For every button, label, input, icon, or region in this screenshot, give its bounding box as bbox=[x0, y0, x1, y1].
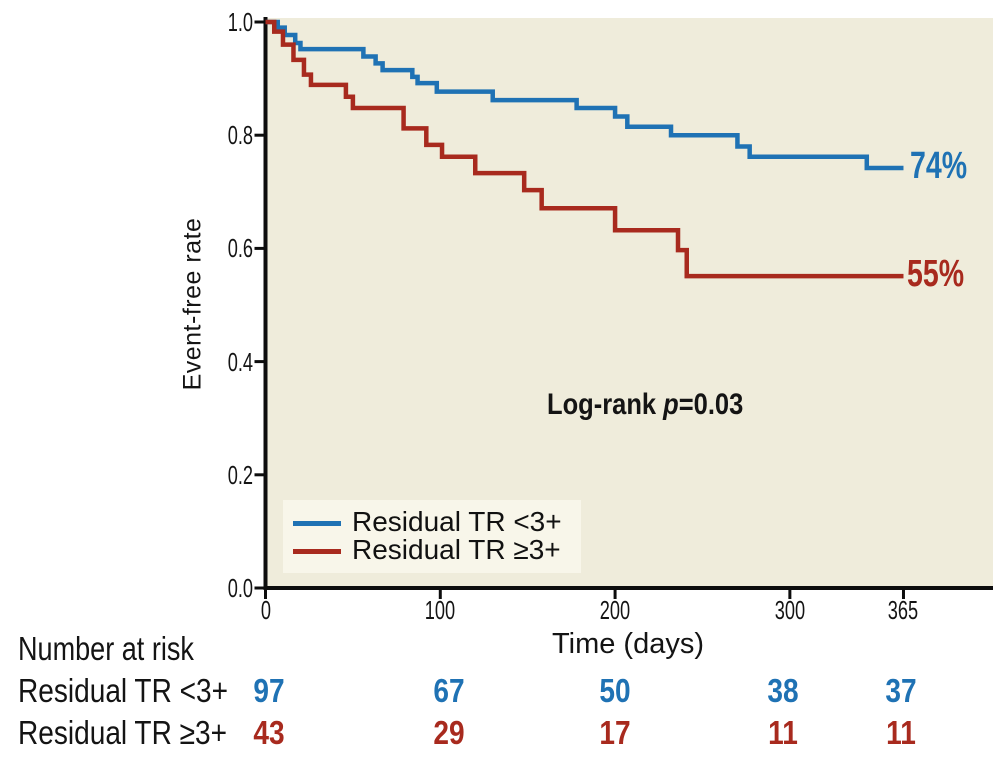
y-tick-label: 0.4 bbox=[227, 346, 253, 377]
y-tick-label: 0.2 bbox=[227, 459, 253, 490]
end-label-red: 55% bbox=[907, 253, 965, 295]
legend-line-blue bbox=[293, 521, 341, 526]
risk-table-title: Number at risk bbox=[18, 630, 194, 667]
risk-row-label-blue: Residual TR <3+ bbox=[18, 672, 228, 709]
y-tick-label: 0.0 bbox=[227, 573, 253, 603]
y-tick-label: 0.8 bbox=[227, 120, 253, 151]
km-curve-blue bbox=[265, 19, 904, 171]
x-tick-label: 365 bbox=[888, 595, 919, 625]
legend: Residual TR <3+ Residual TR ≥3+ bbox=[283, 500, 581, 573]
risk-row-label-red: Residual TR ≥3+ bbox=[18, 714, 227, 751]
risk-value: 43 bbox=[253, 714, 285, 751]
km-curve-red bbox=[265, 19, 904, 279]
risk-value: 11 bbox=[768, 714, 798, 751]
x-tick-label: 300 bbox=[774, 595, 806, 625]
risk-value: 38 bbox=[767, 672, 799, 709]
risk-value: 97 bbox=[253, 672, 285, 709]
x-tick-label: 100 bbox=[425, 595, 456, 625]
plot-area bbox=[266, 18, 993, 588]
risk-value: 11 bbox=[886, 714, 916, 751]
x-tick-label: 0 bbox=[260, 595, 271, 625]
y-tick-label: 0.6 bbox=[227, 233, 253, 264]
x-axis-title: Time (days) bbox=[552, 628, 704, 660]
y-tick-label: 1.0 bbox=[227, 7, 253, 37]
legend-label-blue: Residual TR <3+ bbox=[352, 506, 562, 537]
legend-label-red: Residual TR ≥3+ bbox=[352, 534, 561, 565]
end-label-blue: 74% bbox=[910, 145, 968, 187]
legend-line-red bbox=[293, 549, 341, 554]
risk-value: 17 bbox=[599, 714, 631, 751]
log-rank-prefix: Log-rank bbox=[547, 388, 664, 421]
risk-value: 37 bbox=[885, 672, 917, 709]
log-rank-annotation: Log-rank p=0.03 bbox=[547, 388, 743, 422]
risk-value: 29 bbox=[433, 714, 465, 751]
risk-value: 50 bbox=[599, 672, 631, 709]
log-rank-p-italic: p bbox=[663, 388, 679, 421]
x-tick-label: 200 bbox=[599, 595, 631, 625]
log-rank-value: =0.03 bbox=[678, 388, 744, 421]
risk-value: 67 bbox=[433, 672, 465, 709]
